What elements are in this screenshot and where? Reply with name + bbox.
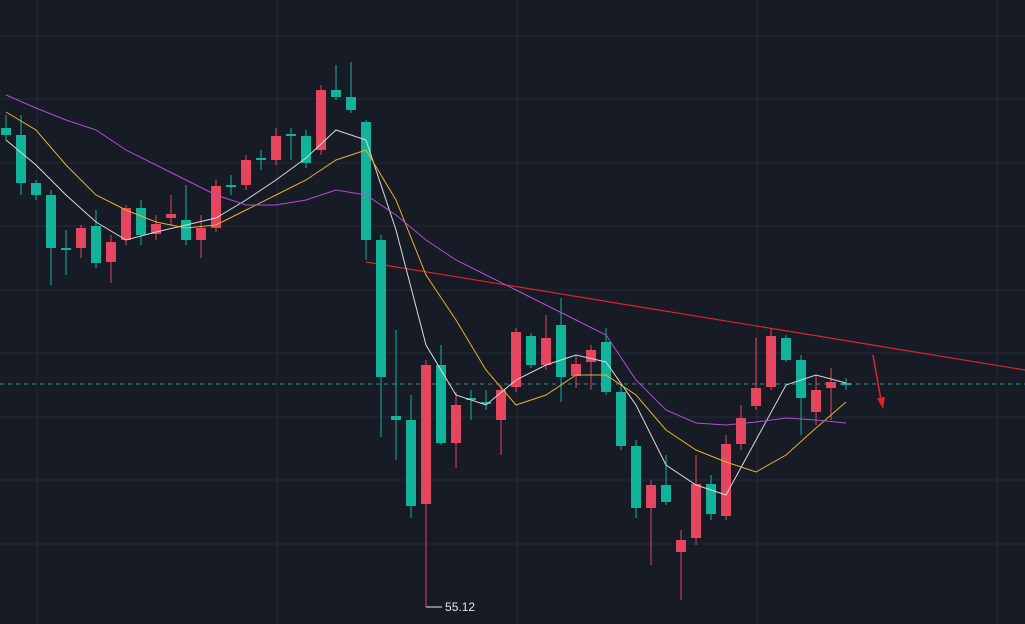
candle-body: [676, 540, 687, 552]
candle-body: [316, 90, 327, 150]
candle-body: [331, 90, 342, 97]
candle-body: [586, 350, 597, 362]
average-line: [5, 111, 847, 473]
trend-line: [365, 261, 1025, 371]
candle-body: [691, 484, 702, 538]
candle-body: [271, 136, 282, 160]
candle-body: [61, 248, 72, 250]
candle-body: [226, 185, 237, 187]
candle-body: [481, 402, 492, 404]
average-line: [5, 129, 847, 496]
candle-body: [436, 365, 447, 443]
candle-body: [466, 398, 477, 400]
arrow-shaft: [872, 354, 882, 401]
plot: 55.12: [0, 62, 1025, 614]
candle-body: [91, 226, 102, 263]
candle-body: [1, 128, 12, 135]
candle-body: [136, 208, 147, 235]
candle-body: [721, 444, 732, 516]
candle-body: [511, 332, 522, 387]
candle-body: [406, 420, 417, 506]
candle-body: [706, 484, 717, 514]
candle-body: [841, 383, 852, 385]
candle-body: [166, 214, 177, 218]
candle-body: [451, 405, 462, 443]
candle-body: [496, 390, 507, 420]
candle-body: [796, 360, 807, 398]
average-line: [5, 94, 847, 426]
candle-body: [211, 186, 222, 228]
candle-body: [241, 160, 252, 185]
candle-body: [781, 338, 792, 360]
candle-body: [106, 242, 117, 262]
candle-body: [346, 97, 357, 110]
candle-body: [646, 485, 657, 508]
candle-body: [766, 336, 777, 387]
candle-body: [391, 416, 402, 420]
candle-body: [661, 485, 672, 502]
candle-body: [811, 390, 822, 412]
candle-body: [16, 135, 27, 183]
candle-body: [286, 134, 297, 136]
candle-body: [151, 224, 162, 234]
candle-body: [181, 220, 192, 240]
candle-body: [541, 338, 552, 365]
candle-body: [826, 382, 837, 388]
min-label: 55.12: [445, 600, 475, 614]
candle-body: [571, 364, 582, 376]
candle-body: [196, 228, 207, 240]
candle-body: [421, 365, 432, 504]
candle-body: [301, 136, 312, 163]
candle-body: [256, 158, 267, 160]
candle-body: [361, 122, 372, 240]
candle-body: [46, 195, 57, 248]
candle-body: [751, 388, 762, 406]
candle-body: [601, 342, 612, 392]
candle-body: [31, 183, 42, 195]
candle-body: [376, 240, 387, 377]
candle-body: [736, 418, 747, 444]
candle-body: [121, 208, 132, 240]
candle-body: [556, 325, 567, 377]
candle-body: [526, 336, 537, 365]
arrow: [872, 354, 885, 409]
candle-body: [76, 228, 87, 248]
candle-body: [616, 392, 627, 446]
arrow-head: [877, 397, 885, 409]
candle-body: [631, 446, 642, 508]
